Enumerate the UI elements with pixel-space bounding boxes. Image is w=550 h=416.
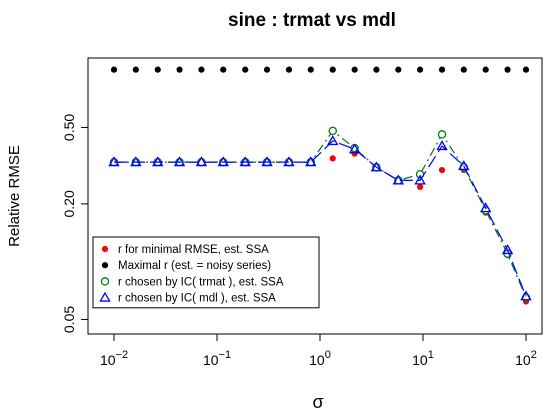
data-point (173, 156, 186, 167)
legend-marker (99, 291, 111, 302)
x-tick-label: 10−1 (203, 349, 231, 368)
legend: r for minimal RMSE, est. SSA Maximal r (e… (92, 236, 320, 309)
data-point (132, 66, 139, 73)
y-tick-label: 0.20 (61, 190, 77, 217)
x-tick-label: 100 (309, 349, 331, 368)
data-point (501, 244, 514, 255)
legend-box (92, 236, 320, 309)
data-point (438, 66, 446, 73)
data-point (110, 66, 118, 73)
data-point (195, 156, 208, 167)
x-tick-label: 102 (515, 349, 537, 368)
chart-title: sine : trmat vs mdl (228, 10, 396, 31)
data-point (392, 174, 405, 185)
x-axis: 10−2 10−1 100 101 102 (100, 333, 537, 368)
data-point (154, 66, 161, 73)
data-point (370, 161, 383, 172)
legend-label: r chosen by IC( mdl ), est. SSA (118, 293, 276, 305)
data-point (437, 130, 447, 139)
x-tick-label: 10−2 (100, 349, 128, 368)
legend-marker (100, 277, 110, 286)
x-tick-base: 10 (203, 352, 219, 368)
data-point (220, 66, 227, 73)
data-point (176, 66, 183, 73)
data-point (479, 202, 492, 213)
data-point (329, 66, 336, 73)
legend-label: r for minimal RMSE, est. SSA (118, 244, 269, 256)
series-3 (108, 135, 532, 301)
data-point (242, 66, 249, 73)
legend-label: Maximal r (est. = noisy series) (118, 260, 271, 272)
data-point (458, 160, 470, 171)
data-point (307, 66, 314, 73)
data-point (414, 174, 426, 185)
data-point (504, 66, 511, 73)
legend-label: r chosen by IC( trmat ), est. SSA (118, 276, 284, 288)
data-point (263, 66, 271, 73)
data-point (482, 66, 489, 73)
data-point (438, 166, 446, 174)
data-point (436, 140, 448, 151)
data-point (395, 66, 402, 73)
series-line (114, 130, 527, 298)
data-point (305, 156, 317, 167)
data-point (460, 66, 467, 73)
x-tick-base: 10 (412, 352, 428, 368)
x-tick-label: 101 (412, 349, 434, 368)
data-point (130, 156, 142, 167)
data-point (217, 156, 229, 167)
data-point (373, 66, 380, 73)
data-point (283, 156, 295, 167)
data-point (351, 66, 358, 73)
data-point (328, 126, 338, 136)
data-point (520, 290, 532, 301)
data-point (348, 143, 361, 154)
x-tick-base: 10 (515, 352, 531, 368)
data-point (261, 156, 273, 167)
legend-marker (101, 245, 109, 253)
y-tick-label: 0.50 (61, 114, 77, 141)
x-tick-exponent: 1 (428, 349, 434, 361)
x-tick-exponent: 2 (531, 349, 537, 361)
data-point (152, 156, 164, 167)
x-axis-label: σ (312, 392, 323, 412)
x-tick-exponent: −2 (116, 349, 129, 361)
x-tick-exponent: 0 (325, 349, 331, 361)
series-1 (110, 66, 530, 73)
y-axis: 0.05 0.20 0.50 (61, 114, 88, 333)
data-point (108, 156, 120, 167)
y-axis-label: Relative RMSE (6, 145, 23, 247)
y-tick-label: 0.05 (61, 306, 77, 333)
data-point (416, 183, 424, 191)
series-layer (108, 66, 532, 305)
x-tick-exponent: −1 (219, 349, 232, 361)
data-point (327, 135, 339, 146)
data-point (198, 66, 205, 73)
legend-marker (101, 262, 109, 269)
data-point (329, 155, 336, 162)
x-tick-base: 10 (309, 352, 325, 368)
data-point (416, 66, 424, 73)
x-tick-base: 10 (100, 352, 116, 368)
data-point (522, 66, 530, 73)
data-point (239, 156, 251, 167)
data-point (285, 66, 293, 73)
